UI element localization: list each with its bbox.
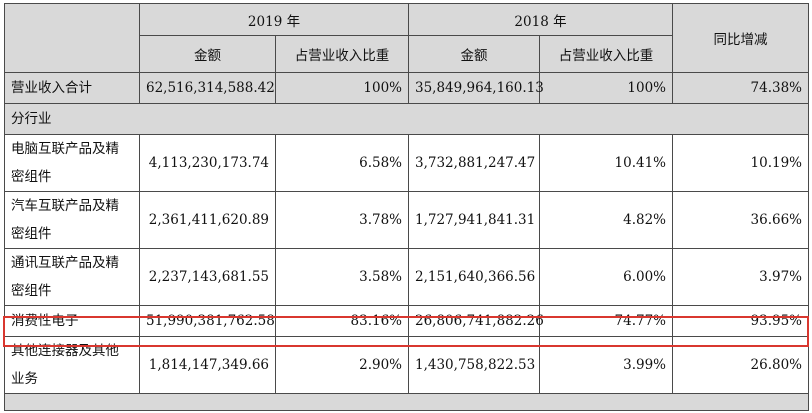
yoy-change: 26.80% [672, 336, 809, 394]
row-label: 通讯互联产品及精 密组件 [4, 248, 140, 306]
section-row: 分行业 [4, 103, 809, 135]
yoy-change: 74.38% [672, 72, 809, 104]
ratio-2019: 2.90% [275, 336, 409, 394]
ratio-2019: 6.58% [275, 134, 409, 192]
ratio-2018: 10.41% [539, 134, 673, 192]
total-row: 营业收入合计 62,516,314,588.42 100% 35,849,964… [4, 72, 809, 104]
ratio-2018: 3.99% [539, 336, 673, 394]
table-row: 电脑互联产品及精 密组件 4,113,230,173.74 6.58% 3,732… [4, 134, 809, 192]
yoy-change: 36.66% [672, 191, 809, 249]
ratio-2019: 83.16% [275, 305, 409, 337]
amount-2019: 51,990,381,762.58 [139, 305, 276, 337]
header-amount-2019: 金额 [139, 35, 276, 73]
row-label: 汽车互联产品及精 密组件 [4, 191, 140, 249]
amount-2019: 2,361,411,620.89 [139, 191, 276, 249]
table-row: 其他连接器及其他 业务 1,814,147,349.66 2.90% 1,430,… [4, 336, 809, 394]
row-label: 营业收入合计 [4, 72, 140, 104]
row-label: 消费性电子 [4, 305, 140, 337]
amount-2018: 1,727,941,841.31 [408, 191, 540, 249]
header-amount-2018: 金额 [408, 35, 540, 73]
yoy-change: 93.95% [672, 305, 809, 337]
table-row-partial [4, 393, 809, 411]
amount-2018: 26,806,741,882.26 [408, 305, 544, 337]
ratio-2019: 100% [275, 72, 409, 104]
table-row-highlighted: 消费性电子 51,990,381,762.58 83.16% 26,806,74… [4, 305, 809, 337]
row-label: 电脑互联产品及精 密组件 [4, 134, 140, 192]
ratio-2018: 6.00% [539, 248, 673, 306]
amount-2018: 1,430,758,822.53 [408, 336, 540, 394]
row-label: 其他连接器及其他 业务 [4, 336, 140, 394]
ratio-2018: 100% [539, 72, 673, 104]
amount-2019: 1,814,147,349.66 [139, 336, 276, 394]
amount-2019: 4,113,230,173.74 [139, 134, 276, 192]
amount-2018: 3,732,881,247.47 [408, 134, 540, 192]
ratio-2018: 74.77% [539, 305, 673, 337]
header-corner-cell [4, 3, 140, 73]
ratio-2019: 3.78% [275, 191, 409, 249]
header-year-2018: 2018 年 [408, 3, 673, 36]
ratio-2019: 3.58% [275, 248, 409, 306]
revenue-table: 2019 年 2018 年 同比增减 金额 占营业收入比重 金额 占营业收入比重… [4, 3, 809, 411]
header-ratio-2018: 占营业收入比重 [539, 35, 673, 73]
amount-2019: 62,516,314,588.42 [139, 72, 276, 104]
amount-2019: 2,237,143,681.55 [139, 248, 276, 306]
yoy-change: 10.19% [672, 134, 809, 192]
amount-2018: 2,151,640,366.56 [408, 248, 540, 306]
table-row: 通讯互联产品及精 密组件 2,237,143,681.55 3.58% 2,151… [4, 248, 809, 306]
header-yoy-change: 同比增减 [672, 3, 809, 73]
yoy-change: 3.97% [672, 248, 809, 306]
amount-2018: 35,849,964,160.13 [408, 72, 544, 104]
table-row: 汽车互联产品及精 密组件 2,361,411,620.89 3.78% 1,727… [4, 191, 809, 249]
header-year-2019: 2019 年 [139, 3, 409, 36]
ratio-2018: 4.82% [539, 191, 673, 249]
section-label: 分行业 [4, 103, 809, 135]
header-ratio-2019: 占营业收入比重 [275, 35, 409, 73]
